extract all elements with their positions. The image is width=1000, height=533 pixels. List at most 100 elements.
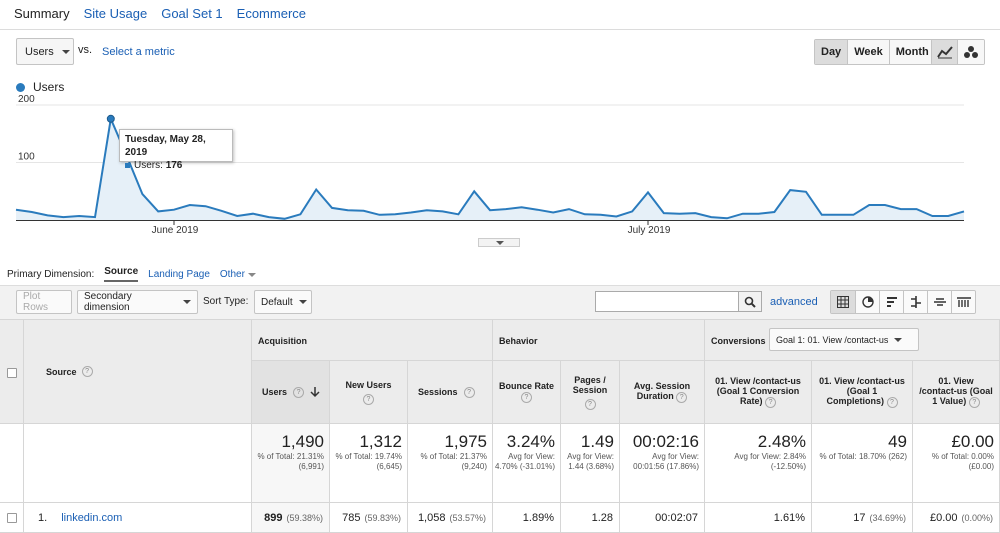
row-value-pct: (0.00%) [961, 512, 993, 523]
sort-arrow-down-icon [310, 387, 320, 398]
help-icon: ? [676, 392, 688, 403]
total-sessions: 1,975% of Total: 21.37% (9,240) [408, 424, 493, 503]
help-icon: ? [584, 398, 596, 410]
total-duration-sub: Avg for View: 00:01:56 (17.86%) [633, 452, 699, 471]
tab-ecommerce[interactable]: Ecommerce [236, 6, 307, 21]
table-view-toggle [830, 290, 976, 314]
pivot-view-button[interactable] [951, 291, 975, 313]
plot-rows-button[interactable]: Plot Rows [16, 290, 72, 314]
month-button[interactable]: Month [888, 40, 935, 64]
sessions-column-header[interactable]: Sessions? [408, 361, 493, 424]
sort-type-label: Sort Type: [203, 296, 249, 307]
chart-expander-handle[interactable] [478, 238, 520, 247]
row-check-cell [0, 503, 24, 533]
divider [0, 29, 1000, 30]
row-completions-value: 17 [853, 511, 866, 524]
new-users-column-header[interactable]: New Users? [330, 361, 408, 424]
help-icon: ? [765, 397, 777, 408]
users-header-label: Users [262, 387, 288, 397]
total-conv-rate-sub: Avg for View: 2.84% (-12.50%) [734, 452, 806, 471]
select-metric-link[interactable]: Select a metric [102, 46, 175, 58]
sort-type-value: Default [261, 296, 293, 308]
week-button[interactable]: Week [847, 40, 889, 64]
select-all-cell [0, 319, 24, 424]
search-button[interactable] [738, 291, 762, 312]
total-duration: 00:02:16 Avg for View: 00:01:56 (17.86%) [620, 424, 705, 503]
chevron-down-icon [894, 337, 903, 342]
bubble-chart-icon [964, 46, 978, 58]
table-search-input[interactable] [595, 291, 739, 312]
goal-select-label: Goal 1: 01. View /contact-us [776, 334, 889, 345]
row-checkbox[interactable] [6, 512, 17, 523]
source-column-header[interactable]: Source? [24, 319, 252, 424]
total-users: 1,490% of Total: 21.31% (6,991) [252, 424, 330, 503]
primary-dimension-bar: Primary Dimension: Source Landing Page O… [7, 266, 256, 282]
total-sessions-sub: % of Total: 21.37% (9,240) [420, 452, 487, 471]
users-column-header[interactable]: Users? [252, 361, 330, 424]
row-index: 1. [38, 511, 48, 524]
row-sessions-pct: (53.57%) [449, 512, 486, 523]
row-duration: 00:02:07 [620, 503, 705, 533]
data-view-button[interactable] [831, 291, 855, 313]
report-tabs: Summary Site Usage Goal Set 1 Ecommerce [14, 6, 306, 24]
secondary-dimension-dropdown[interactable]: Secondary dimension [77, 290, 198, 314]
tooltip-date: Tuesday, May 28, 2019 [125, 134, 206, 158]
avg-session-duration-column-header[interactable]: Avg. Session Duration ? [620, 361, 705, 424]
chart-tooltip: Tuesday, May 28, 2019 Users: 176 [119, 129, 233, 171]
total-users-value: 1,490 [281, 432, 324, 451]
chevron-down-icon [183, 300, 191, 304]
dimension-source[interactable]: Source [104, 266, 139, 282]
value-header-label: 01. View /contact-us (Goal 1 Value) [919, 376, 993, 406]
goal-select-dropdown[interactable]: Goal 1: 01. View /contact-us [769, 328, 919, 351]
completions-header-label: 01. View /contact-us (Goal 1 Completions… [819, 376, 905, 406]
row-source-link[interactable]: linkedin.com [61, 511, 123, 524]
secondary-dimension-label: Secondary dimension [84, 291, 132, 313]
tab-goal-set-1[interactable]: Goal Set 1 [161, 6, 223, 21]
dimension-other-label: Other [219, 268, 245, 280]
primary-dimension-label: Primary Dimension: [7, 268, 95, 280]
highlighted-point[interactable] [106, 114, 115, 123]
metric-dropdown[interactable]: Users [16, 38, 74, 65]
total-conv-rate-value: 2.48% [757, 432, 806, 451]
totals-check-cell [0, 424, 24, 503]
bounce-rate-column-header[interactable]: Bounce Rate ? [493, 361, 561, 424]
row-conversion-rate: 1.61% [705, 503, 812, 533]
new-users-header-label: New Users [345, 379, 392, 390]
advanced-filter-link[interactable]: advanced [770, 296, 818, 308]
term-cloud-icon [933, 298, 946, 306]
goal-conversion-rate-column-header[interactable]: 01. View /contact-us (Goal 1 Conversion … [705, 361, 812, 424]
term-cloud-button[interactable] [927, 291, 951, 313]
dimension-landing-page[interactable]: Landing Page [148, 268, 210, 280]
sessions-header-label: Sessions [418, 387, 458, 397]
select-all-checkbox[interactable] [6, 368, 17, 378]
search-icon [744, 296, 756, 308]
total-bounce-value: 3.24% [506, 432, 555, 451]
series-area [16, 118, 964, 220]
tooltip-value: 176 [165, 160, 183, 171]
pages-session-column-header[interactable]: Pages / Session? [561, 361, 620, 424]
dimension-other[interactable]: Other [220, 269, 256, 280]
row-new-users-pct: (59.83%) [364, 512, 401, 523]
goal-value-column-header[interactable]: 01. View /contact-us (Goal 1 Value) ? [913, 361, 1000, 424]
day-button[interactable]: Day [815, 40, 848, 64]
total-duration-value: 00:02:16 [632, 432, 699, 451]
percentage-view-button[interactable] [855, 291, 879, 313]
line-chart-button[interactable] [932, 40, 958, 64]
tab-site-usage[interactable]: Site Usage [83, 6, 148, 21]
acquisition-group-header: Acquisition [252, 319, 493, 361]
help-icon: ? [81, 366, 93, 377]
legend-label: Users [33, 80, 65, 94]
motion-chart-button[interactable] [958, 40, 984, 64]
goal-completions-column-header[interactable]: 01. View /contact-us (Goal 1 Completions… [812, 361, 913, 424]
row-new-users-value: 785 [342, 511, 361, 524]
total-new-users: 1,312% of Total: 19.74% (6,645) [330, 424, 408, 503]
total-bounce-rate: 3.24% Avg for View: 4.70% (-31.01%) [493, 424, 561, 503]
pie-icon [861, 296, 874, 308]
comparison-icon [910, 296, 921, 308]
tab-summary[interactable]: Summary [14, 6, 70, 21]
chart-legend: Users [16, 80, 64, 94]
comparison-view-button[interactable] [903, 291, 927, 313]
totals-label-cell [24, 424, 252, 503]
sort-type-dropdown[interactable]: Default [254, 290, 312, 314]
performance-view-button[interactable] [879, 291, 903, 313]
